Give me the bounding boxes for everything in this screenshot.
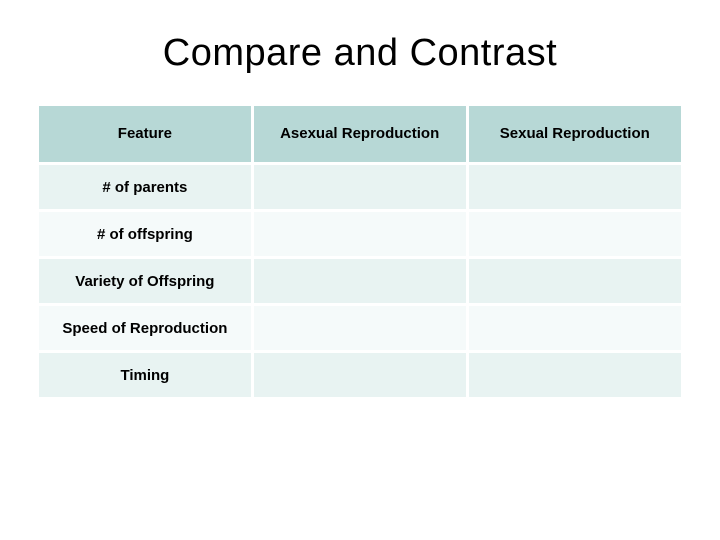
cell (254, 165, 466, 209)
row-label: Speed of Reproduction (39, 306, 251, 350)
page-title: Compare and Contrast (36, 32, 684, 75)
row-label: # of parents (39, 165, 251, 209)
cell (254, 259, 466, 303)
table-header-row: Feature Asexual Reproduction Sexual Repr… (39, 106, 681, 162)
table-header: Sexual Reproduction (469, 106, 681, 162)
table-row: # of offspring (39, 212, 681, 256)
table-body: # of parents # of offspring Variety of O… (39, 165, 681, 397)
table-header: Feature (39, 106, 251, 162)
table-row: Variety of Offspring (39, 259, 681, 303)
cell (469, 306, 681, 350)
slide: Compare and Contrast Feature Asexual Rep… (0, 0, 720, 540)
table-row: Timing (39, 353, 681, 397)
comparison-table: Feature Asexual Reproduction Sexual Repr… (36, 103, 684, 400)
cell (254, 212, 466, 256)
cell (254, 353, 466, 397)
table-header: Asexual Reproduction (254, 106, 466, 162)
row-label: Timing (39, 353, 251, 397)
row-label: Variety of Offspring (39, 259, 251, 303)
table-row: Speed of Reproduction (39, 306, 681, 350)
cell (469, 259, 681, 303)
cell (469, 353, 681, 397)
table-row: # of parents (39, 165, 681, 209)
cell (254, 306, 466, 350)
cell (469, 212, 681, 256)
row-label: # of offspring (39, 212, 251, 256)
cell (469, 165, 681, 209)
